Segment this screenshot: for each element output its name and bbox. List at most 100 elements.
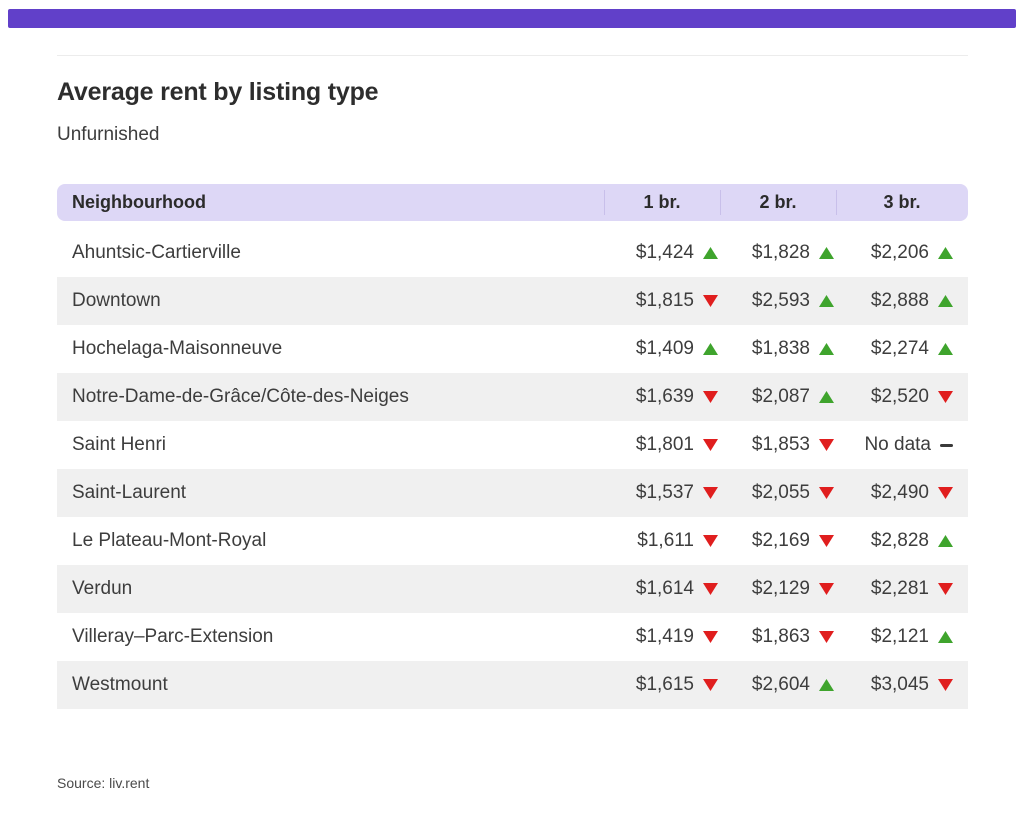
rent-value: $1,828 [751,242,810,263]
rent-value: $3,045 [870,674,929,695]
rent-cell: $1,611 [604,517,720,565]
rent-cell: $2,604 [720,661,836,709]
rent-value: $1,815 [635,290,694,311]
rent-cell: $2,274 [836,325,968,373]
table-row: Westmount $1,615 $2,604 $3,045 [57,661,968,709]
trend-up-icon [938,247,953,259]
table-row: Verdun $1,614 $2,129 $2,281 [57,565,968,613]
trend-up-icon [938,343,953,355]
trend-down-icon [703,487,718,499]
rent-table: Neighbourhood 1 br. 2 br. 3 br. Ahuntsic… [57,184,968,709]
trend-up-icon [703,343,718,355]
rent-cell: $2,169 [720,517,836,565]
table-row: Villeray–Parc-Extension $1,419 $1,863 $2,12… [57,613,968,661]
rent-cell: $1,815 [604,277,720,325]
trend-down-icon [703,631,718,643]
rent-cell: $1,828 [720,229,836,277]
rent-cell: $2,121 [836,613,968,661]
trend-down-icon [938,487,953,499]
trend-up-icon [819,679,834,691]
rent-cell: $1,537 [604,469,720,517]
rent-value: $2,520 [870,386,929,407]
trend-down-icon [703,679,718,691]
rent-value: $1,614 [635,578,694,599]
table-row: Notre-Dame-de-Grâce/Côte-des-Neiges $1,63… [57,373,968,421]
trend-down-icon [703,295,718,307]
trend-up-icon [819,343,834,355]
trend-up-icon [819,391,834,403]
table-row: Saint-Laurent $1,537 $2,055 $2,490 [57,469,968,517]
trend-down-icon [938,391,953,403]
rent-value: $2,055 [751,482,810,503]
trend-down-icon [703,391,718,403]
neighbourhood-cell: Westmount [72,674,168,695]
rent-value: $2,593 [751,290,810,311]
table-row: Le Plateau-Mont-Royal $1,611 $2,169 $2,828 [57,517,968,565]
trend-down-icon [819,535,834,547]
neighbourhood-cell: Downtown [72,290,161,311]
table-header-row: Neighbourhood 1 br. 2 br. 3 br. [57,184,968,221]
rent-cell: $2,129 [720,565,836,613]
trend-up-icon [703,247,718,259]
rent-value: $1,424 [635,242,694,263]
trend-down-icon [819,631,834,643]
rent-value: $1,838 [751,338,810,359]
rent-cell: $1,614 [604,565,720,613]
table-row: Ahuntsic-Cartierville $1,424 $1,828 $2,206 [57,229,968,277]
trend-down-icon [938,679,953,691]
rent-value: $2,888 [870,290,929,311]
no-data-dash-icon [940,443,953,447]
rent-cell: $1,419 [604,613,720,661]
trend-down-icon [938,583,953,595]
rent-value: $2,206 [870,242,929,263]
rent-cell: $1,615 [604,661,720,709]
top-accent-bar [8,9,1016,28]
neighbourhood-cell: Ahuntsic-Cartierville [72,242,241,263]
rent-cell: $1,838 [720,325,836,373]
rent-value: $2,828 [870,530,929,551]
rent-cell: No data [836,421,968,469]
rent-cell: $2,087 [720,373,836,421]
rent-cell: $2,888 [836,277,968,325]
trend-down-icon [819,439,834,451]
rent-value: No data [864,434,931,455]
page-subtitle: Unfurnished [57,124,160,145]
rent-value: $1,409 [635,338,694,359]
rent-value: $2,281 [870,578,929,599]
trend-down-icon [819,487,834,499]
rent-cell: $1,639 [604,373,720,421]
rent-value: $1,615 [635,674,694,695]
trend-up-icon [938,535,953,547]
neighbourhood-cell: Hochelaga-Maisonneuve [72,338,283,359]
rent-cell: $1,424 [604,229,720,277]
trend-down-icon [703,535,718,547]
trend-up-icon [819,247,834,259]
neighbourhood-cell: Saint Henri [72,434,166,455]
rent-value: $1,853 [751,434,810,455]
table-row: Saint Henri $1,801 $1,853 No data [57,421,968,469]
trend-up-icon [819,295,834,307]
rent-value: $1,639 [635,386,694,407]
rent-value: $2,121 [870,626,929,647]
table-row: Hochelaga-Maisonneuve $1,409 $1,838 $2,274 [57,325,968,373]
neighbourhood-cell: Verdun [72,578,133,599]
rent-cell: $1,863 [720,613,836,661]
rent-value: $2,274 [870,338,929,359]
rent-value: $2,169 [751,530,810,551]
rent-cell: $2,281 [836,565,968,613]
rent-value: $2,087 [751,386,810,407]
table-row: Downtown $1,815 $2,593 $2,888 [57,277,968,325]
neighbourhood-cell: Le Plateau-Mont-Royal [72,530,267,551]
rent-value: $1,801 [635,434,694,455]
rent-cell: $1,853 [720,421,836,469]
rent-cell: $2,206 [836,229,968,277]
rent-cell: $1,409 [604,325,720,373]
table-body: Ahuntsic-Cartierville $1,424 $1,828 $2,206 D… [57,229,968,709]
neighbourhood-cell: Saint-Laurent [72,482,187,503]
header-cell-2br: 2 br. [720,184,836,221]
rent-cell: $2,055 [720,469,836,517]
source-credit: Source: liv.rent [57,775,150,791]
neighbourhood-cell: Notre-Dame-de-Grâce/Côte-des-Neiges [72,386,409,407]
neighbourhood-cell: Villeray–Parc-Extension [72,626,274,647]
